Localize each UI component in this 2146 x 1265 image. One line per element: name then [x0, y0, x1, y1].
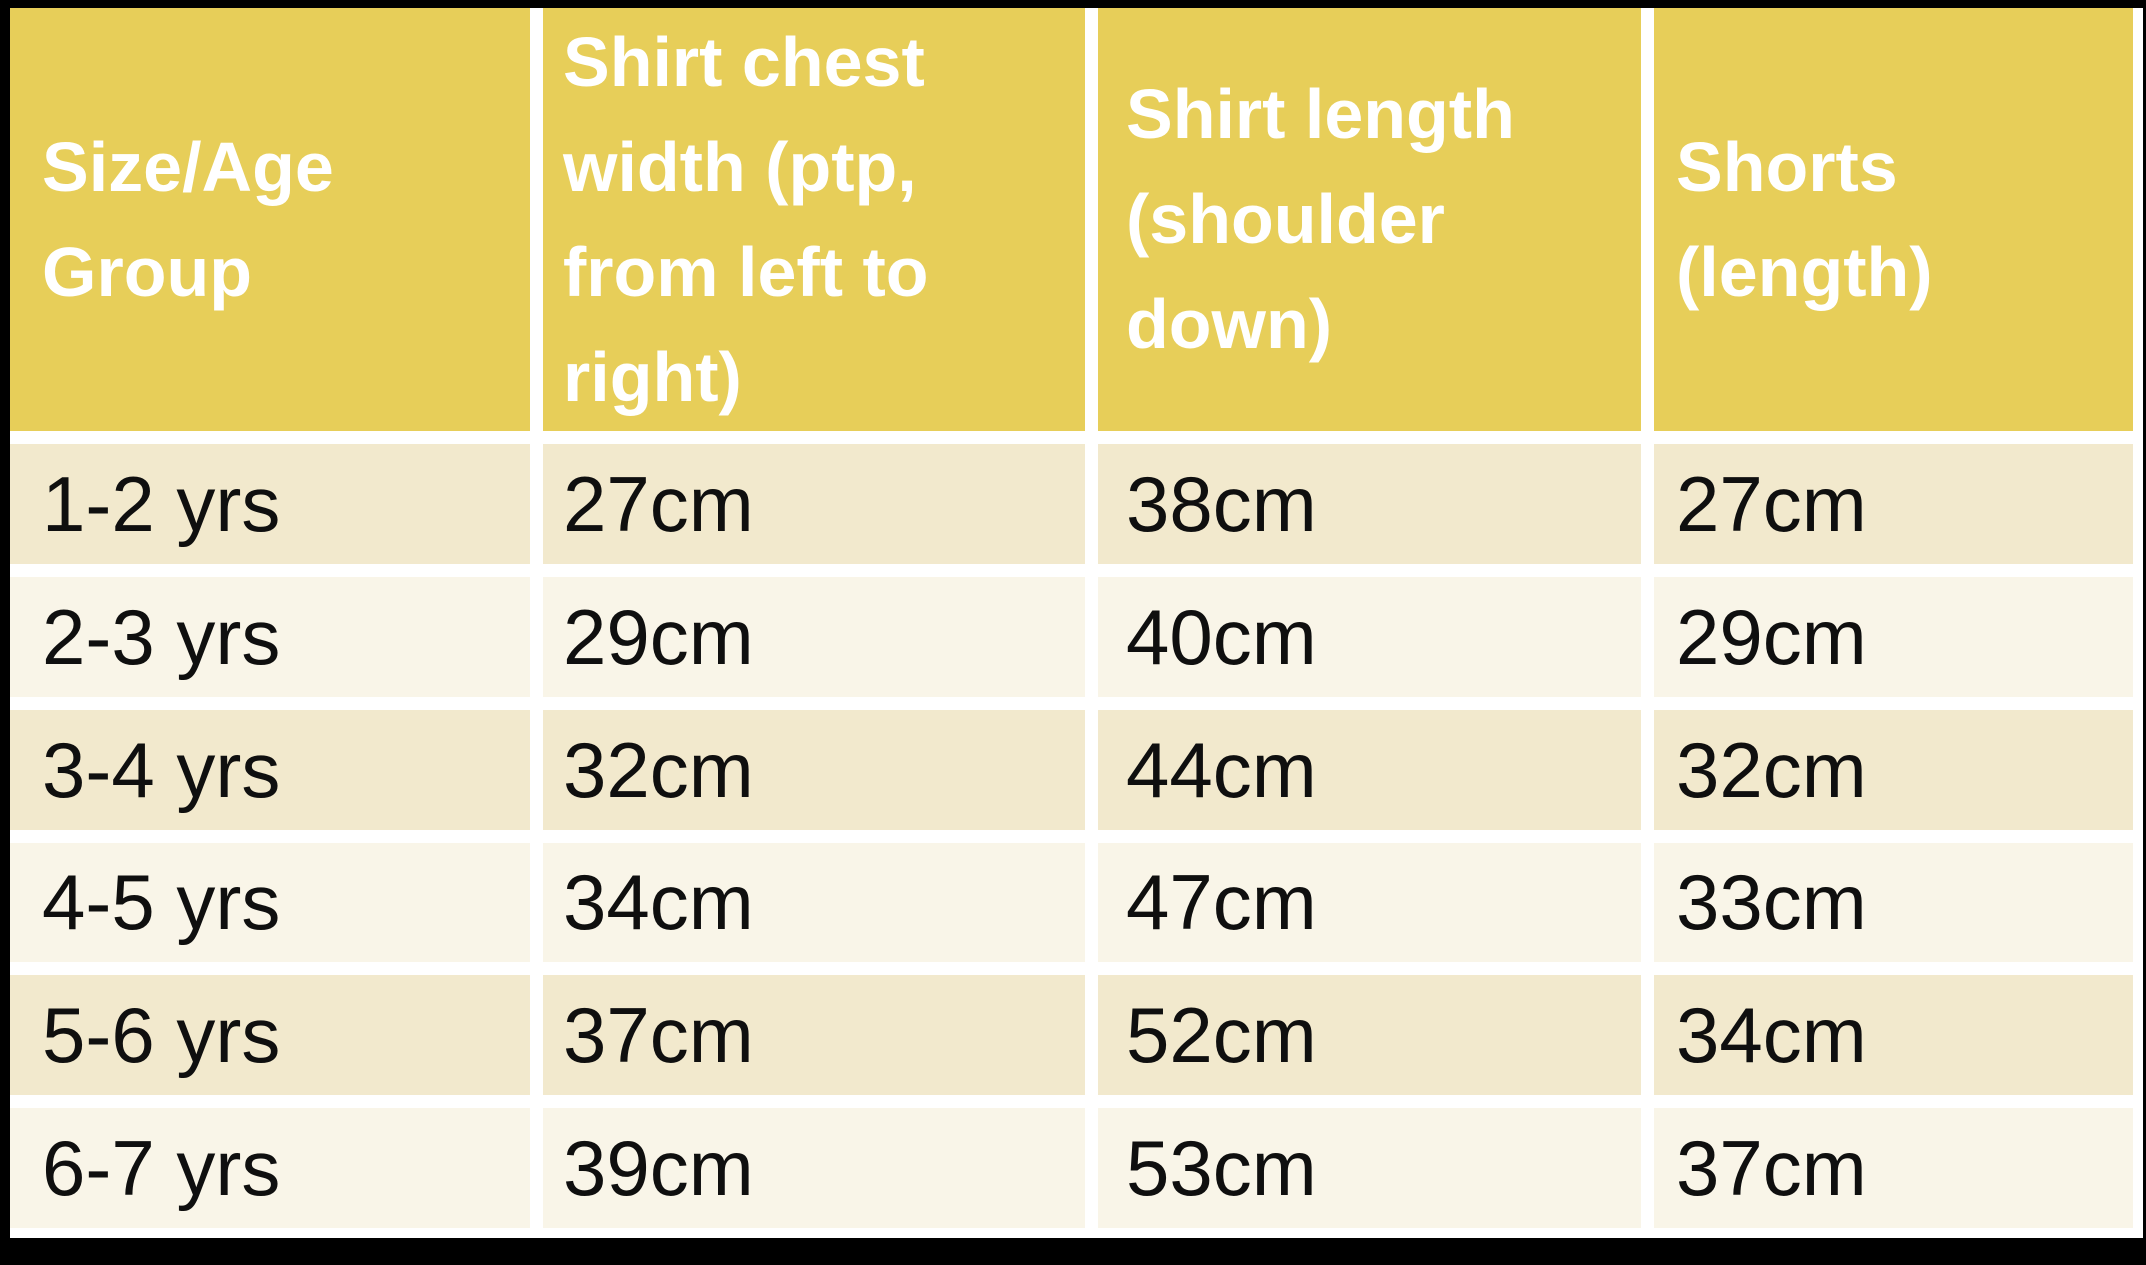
table-grid: Size/Age Group Shirt chest width (ptp, f… [10, 8, 2133, 1228]
cell-row4-chest-width: 34cm [543, 842, 1085, 963]
cell-row4-shorts-length: 33cm [1654, 842, 2133, 963]
cell-row2-size-age: 2-3 yrs [10, 576, 530, 697]
cell-value: 53cm [1126, 1124, 1317, 1213]
header-cell-shirt-chest-width: Shirt chest width (ptp, from left to rig… [543, 8, 1085, 431]
cell-row6-shorts-length: 37cm [1654, 1108, 2133, 1228]
cell-value: 47cm [1126, 858, 1317, 947]
cell-row1-chest-width: 27cm [543, 444, 1085, 564]
cell-value: 1-2 yrs [42, 459, 281, 548]
cell-value: 4-5 yrs [42, 858, 281, 947]
header-label: Shirt chest width (ptp, from left to rig… [563, 22, 929, 416]
cell-row5-shorts-length: 34cm [1654, 975, 2133, 1096]
header-label: Shorts (length) [1676, 127, 1933, 311]
cell-value: 34cm [1676, 991, 1867, 1080]
cell-value: 37cm [1676, 1124, 1867, 1213]
cell-row6-shirt-length: 53cm [1098, 1108, 1641, 1228]
cell-value: 40cm [1126, 592, 1317, 681]
cell-value: 39cm [563, 1124, 754, 1213]
cell-value: 38cm [1126, 459, 1317, 548]
cell-value: 2-3 yrs [42, 592, 281, 681]
cell-row3-shorts-length: 32cm [1654, 709, 2133, 830]
cell-row3-shirt-length: 44cm [1098, 709, 1641, 830]
cell-value: 52cm [1126, 991, 1317, 1080]
header-cell-size-age-group: Size/Age Group [10, 8, 530, 431]
cell-row6-chest-width: 39cm [543, 1108, 1085, 1228]
cell-value: 44cm [1126, 725, 1317, 814]
cell-row4-size-age: 4-5 yrs [10, 842, 530, 963]
cell-value: 29cm [1676, 592, 1867, 681]
header-label: Shirt length (shoulder down) [1126, 75, 1515, 363]
cell-row1-shorts-length: 27cm [1654, 444, 2133, 564]
cell-row5-shirt-length: 52cm [1098, 975, 1641, 1096]
cell-row1-shirt-length: 38cm [1098, 444, 1641, 564]
cell-row1-size-age: 1-2 yrs [10, 444, 530, 564]
cell-value: 3-4 yrs [42, 725, 281, 814]
header-label: Size/Age Group [42, 127, 334, 311]
cell-value: 29cm [563, 592, 754, 681]
cell-row5-chest-width: 37cm [543, 975, 1085, 1096]
cell-row2-shirt-length: 40cm [1098, 576, 1641, 697]
size-chart-table: Size/Age Group Shirt chest width (ptp, f… [10, 8, 2143, 1238]
cell-value: 32cm [1676, 725, 1867, 814]
cell-row2-shorts-length: 29cm [1654, 576, 2133, 697]
cell-value: 34cm [563, 858, 754, 947]
cell-row5-size-age: 5-6 yrs [10, 975, 530, 1096]
cell-row6-size-age: 6-7 yrs [10, 1108, 530, 1228]
cell-row4-shirt-length: 47cm [1098, 842, 1641, 963]
cell-value: 27cm [563, 459, 754, 548]
cell-value: 37cm [563, 991, 754, 1080]
header-cell-shirt-length: Shirt length (shoulder down) [1098, 8, 1641, 431]
cell-row2-chest-width: 29cm [543, 576, 1085, 697]
cell-value: 32cm [563, 725, 754, 814]
cell-value: 6-7 yrs [42, 1124, 281, 1213]
cell-value: 5-6 yrs [42, 991, 281, 1080]
cell-row3-chest-width: 32cm [543, 709, 1085, 830]
cell-value: 27cm [1676, 459, 1867, 548]
cell-row3-size-age: 3-4 yrs [10, 709, 530, 830]
cell-value: 33cm [1676, 858, 1867, 947]
header-cell-shorts-length: Shorts (length) [1654, 8, 2133, 431]
